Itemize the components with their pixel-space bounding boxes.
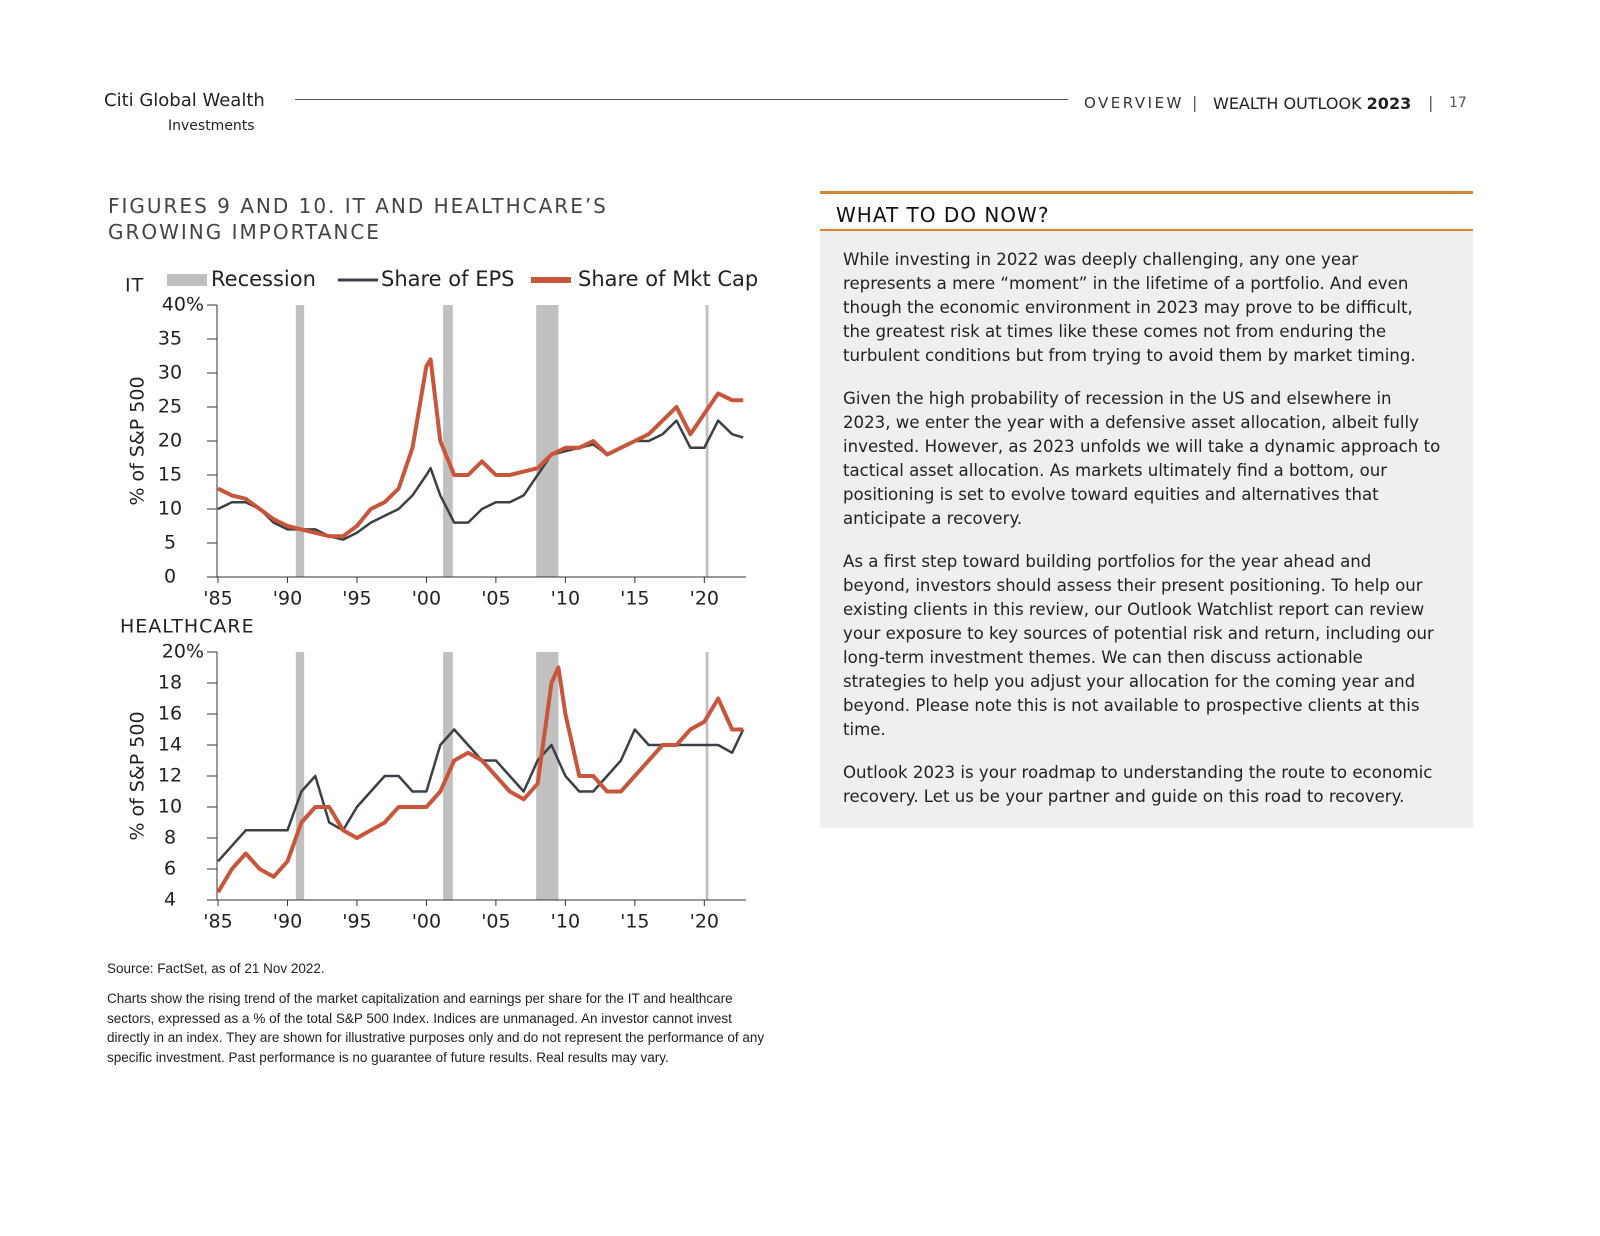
series-line [217, 728, 745, 863]
x-tick-label: '20 [690, 588, 719, 610]
paragraph: Outlook 2023 is your roadmap to understa… [843, 763, 1433, 806]
y-tick-label: 20% [162, 641, 204, 663]
publication: WEALTH OUTLOOK 2023 [1213, 94, 1411, 113]
legend-label: Share of EPS [381, 267, 514, 291]
series-line [217, 357, 744, 539]
x-tick-label: '00 [412, 911, 441, 933]
series-line [216, 665, 744, 894]
brand-sub: Investments [168, 118, 255, 134]
x-tick-label: '05 [481, 588, 510, 610]
publication-name: WEALTH OUTLOOK [1213, 94, 1362, 113]
y-tick-label: 12 [158, 765, 182, 787]
recession-band [443, 305, 453, 577]
publication-year: 2023 [1366, 94, 1412, 113]
chart-title: IT [125, 275, 144, 297]
x-tick-label: '00 [412, 588, 441, 610]
y-axis-label: % of S&P 500 [127, 376, 149, 505]
brand: Citi Global Wealth [104, 90, 265, 111]
header-rule [295, 99, 1068, 100]
chart-title: HEALTHCARE [120, 616, 255, 638]
x-tick-label: '85 [203, 911, 232, 933]
sidebar-rule [820, 191, 1473, 194]
y-tick-label: 40% [162, 294, 204, 316]
recession-band [536, 305, 559, 577]
title-line: FIGURES 9 AND 10. IT AND HEALTHCARE’S [108, 194, 608, 218]
sidebar-rule [820, 229, 1473, 231]
section: OVERVIEW [1084, 94, 1184, 112]
separator: | [1192, 93, 1198, 112]
y-tick-label: 0 [164, 566, 176, 588]
y-tick-label: 10 [158, 498, 182, 520]
y-tick-label: 4 [164, 889, 176, 911]
x-tick-label: '15 [620, 911, 649, 933]
x-tick-label: '95 [342, 588, 371, 610]
y-tick-label: 20 [158, 430, 182, 452]
page-number: 17 [1449, 95, 1467, 111]
legend-label: Share of Mkt Cap [578, 267, 758, 291]
legend-swatch [167, 274, 207, 286]
x-tick-label: '15 [620, 588, 649, 610]
x-tick-label: '10 [551, 588, 580, 610]
recession-band [536, 652, 559, 900]
paragraph: Given the high probability of recession … [843, 389, 1441, 528]
note: Charts show the rising trend of the mark… [107, 991, 765, 1065]
y-tick-label: 6 [164, 858, 176, 880]
y-tick-label: 25 [158, 396, 182, 418]
figure-title: FIGURES 9 AND 10. IT AND HEALTHCARE’S GRO… [108, 193, 608, 245]
y-tick-label: 8 [164, 827, 176, 849]
legend-label: Recession [211, 267, 316, 291]
recession-band [295, 305, 305, 577]
x-tick-label: '20 [690, 911, 719, 933]
y-tick-label: 35 [158, 328, 182, 350]
sidebar: While investing in 2022 was deeply chall… [820, 231, 1473, 828]
y-tick-label: 16 [158, 703, 182, 725]
y-tick-label: 5 [164, 532, 176, 554]
y-tick-label: 15 [158, 464, 182, 486]
x-tick-label: '85 [203, 588, 232, 610]
y-axis-label: % of S&P 500 [127, 711, 149, 840]
y-tick-label: 14 [158, 734, 182, 756]
paragraph: While investing in 2022 was deeply chall… [843, 250, 1416, 365]
source: Source: FactSet, as of 21 Nov 2022. [107, 961, 325, 976]
x-tick-label: '90 [273, 588, 302, 610]
recession-band [295, 652, 305, 900]
y-tick-label: 10 [158, 796, 182, 818]
recession-band [705, 652, 709, 900]
paragraph: As a first step toward building portfoli… [843, 552, 1434, 739]
y-tick-label: 18 [158, 672, 182, 694]
x-tick-label: '90 [273, 911, 302, 933]
x-tick-label: '10 [551, 911, 580, 933]
title-line: GROWING IMPORTANCE [108, 220, 381, 244]
x-tick-label: '05 [481, 911, 510, 933]
separator: | [1428, 93, 1434, 112]
sidebar-body: While investing in 2022 was deeply chall… [820, 231, 1473, 809]
x-tick-label: '95 [342, 911, 371, 933]
y-tick-label: 30 [158, 362, 182, 384]
sidebar-title: WHAT TO DO NOW? [836, 203, 1050, 227]
